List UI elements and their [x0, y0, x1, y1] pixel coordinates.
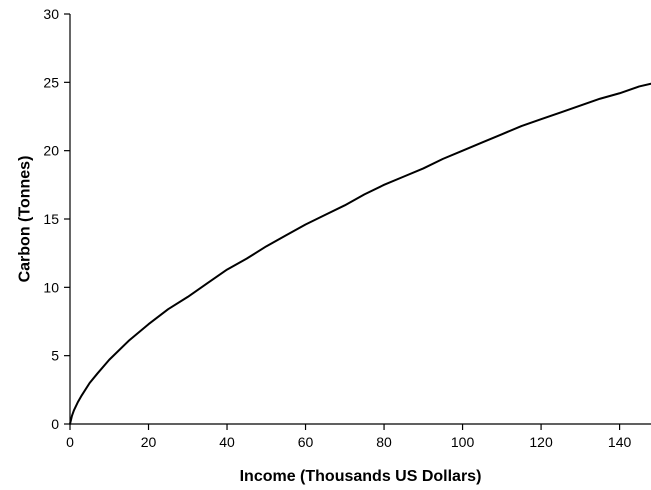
x-tick-label: 100 [451, 434, 475, 450]
x-tick-label: 120 [529, 434, 553, 450]
series-line [69, 82, 651, 425]
y-tick-label: 10 [43, 279, 59, 295]
y-tick-label: 0 [51, 416, 59, 432]
y-tick-label: 5 [51, 348, 59, 364]
x-tick-label: 80 [376, 434, 392, 450]
x-tick-label: 0 [66, 434, 74, 450]
axes [69, 14, 651, 425]
x-tick-label: 140 [608, 434, 632, 450]
y-tick-label: 20 [43, 143, 59, 159]
y-axis-ticks: 0 5 10 15 20 25 30 [43, 6, 70, 432]
x-tick-label: 40 [219, 434, 235, 450]
y-tick-label: 15 [43, 211, 59, 227]
y-tick-label: 25 [43, 74, 59, 90]
series-layer [69, 82, 651, 425]
x-axis-title: Income (Thousands US Dollars) [240, 468, 482, 485]
y-axis-title: Carbon (Tonnes) [17, 156, 34, 283]
x-tick-label: 20 [141, 434, 157, 450]
x-tick-label: 60 [298, 434, 314, 450]
y-tick-label: 30 [43, 6, 59, 22]
x-axis-ticks: 0 20 40 60 80 100 120 140 [66, 424, 631, 450]
